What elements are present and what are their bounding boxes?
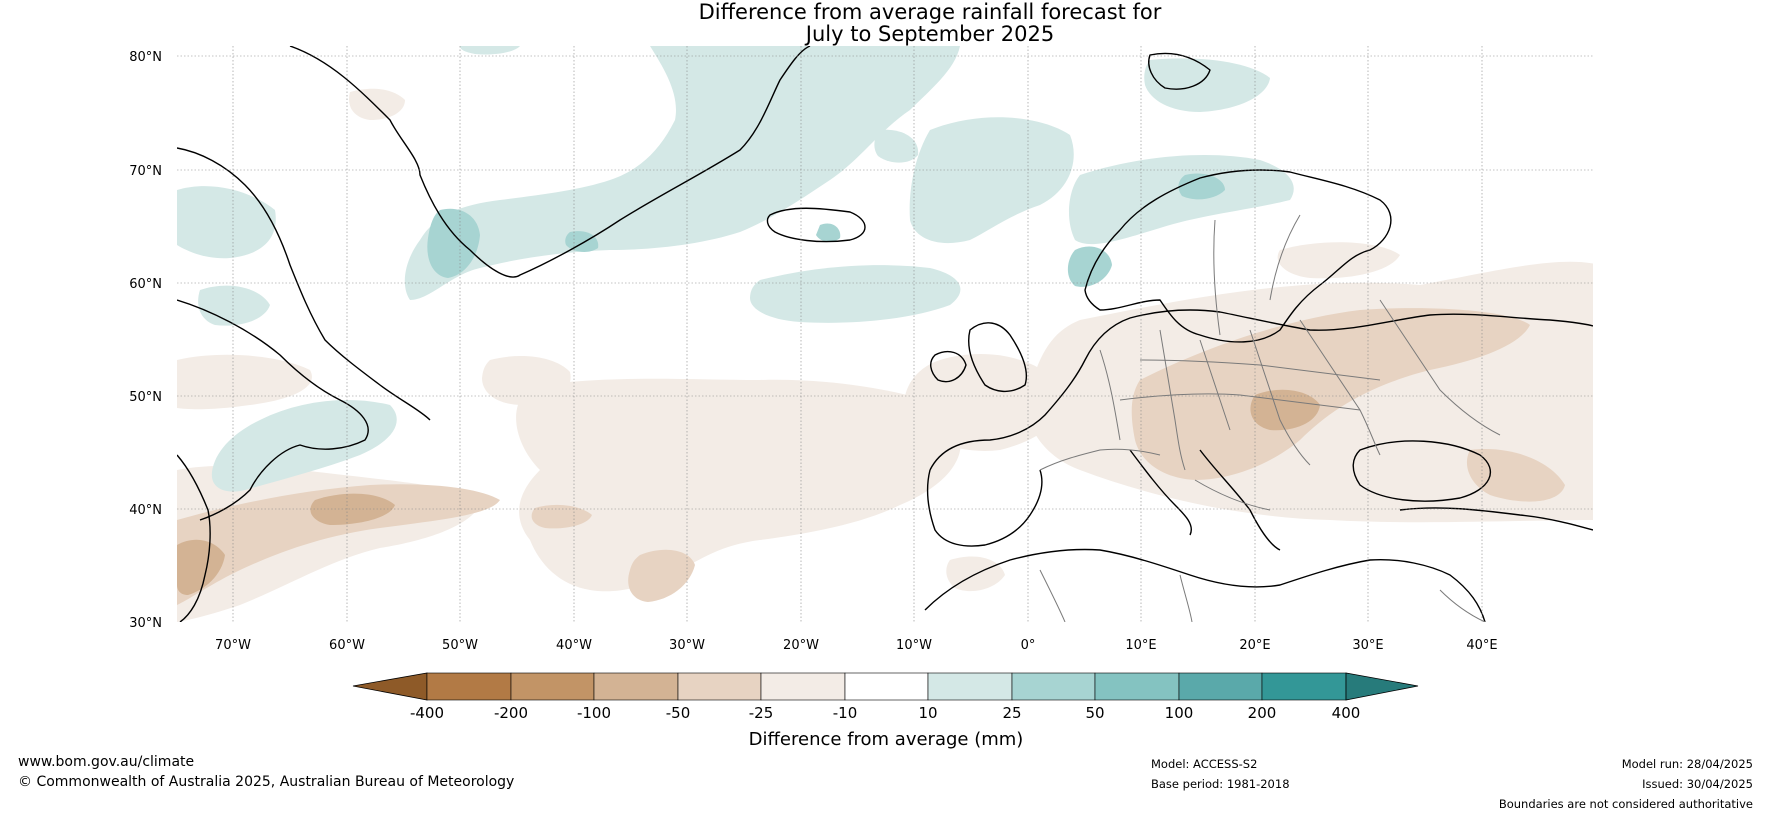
ireland-coast [930,350,967,383]
colorbar-tick-label: 400 [1332,704,1361,722]
colorbar-segment [510,672,595,701]
colorbar-tick-label: 25 [1002,704,1021,722]
lon-label-60w: 60°W [329,638,365,653]
lon-label-10e: 10°E [1125,638,1156,653]
italy-coast [1129,449,1192,536]
lon-label-20e: 20°E [1239,638,1270,653]
colorbar-tick-label: -400 [410,704,444,722]
colorbar-extend-right [1345,672,1419,701]
map-title-line-2: July to September 2025 [805,22,1055,46]
colorbar-segment [1094,672,1180,701]
lon-label-0: 0° [1021,638,1036,653]
dry-anomaly-strong-region [177,389,1320,595]
colorbar-tick-label: 200 [1248,704,1277,722]
lat-label-70n: 70°N [129,164,162,179]
wet-anomaly-moderate-region [427,173,1225,287]
colorbar-tick-label: 100 [1165,704,1194,722]
colorbar-segment [760,672,846,701]
colorbar-segment [677,672,762,701]
footer-issued: Issued: 30/04/2025 [1642,777,1753,791]
lat-label-30n: 30°N [129,616,162,631]
lon-label-40w: 40°W [556,638,592,653]
north-africa-coast [924,548,1486,622]
longitude-labels: 70°W 60°W 50°W 40°W 30°W 20°W 10°W 0° 10… [215,638,1498,653]
lat-label-80n: 80°N [129,50,162,65]
colorbar-extend-left [352,672,428,701]
footer-website: www.bom.gov.au/climate [18,754,195,770]
lat-label-60n: 60°N [129,277,162,292]
footer-base-period: Base period: 1981-2018 [1151,777,1290,791]
colorbar-tick-label: -25 [749,704,774,722]
iberia-coast [926,469,1043,547]
colorbar-title: Difference from average (mm) [749,729,1024,750]
colorbar-segment [927,672,1013,701]
footer-disclaimer: Boundaries are not considered authoritat… [1498,797,1753,811]
greenland-coast [289,46,811,278]
graticule [177,46,1593,622]
colorbar-tick-label: 50 [1085,704,1104,722]
colorbar-tick-label: -50 [666,704,691,722]
lon-label-30e: 30°E [1352,638,1383,653]
colorbar-segment [426,672,512,701]
colorbar-tick-label: -10 [833,704,858,722]
black-sea-coast [1352,440,1492,502]
labrador-coast [177,299,369,521]
lon-label-40e: 40°E [1466,638,1497,653]
dry-anomaly-moderate-region [177,308,1565,605]
lon-label-30w: 30°W [669,638,705,653]
lon-label-10w: 10°W [896,638,932,653]
footer-copyright: © Commonwealth of Australia 2025, Austra… [18,774,515,790]
colorbar-segment [593,672,679,701]
colorbar-tick-label: 10 [918,704,937,722]
iceland-coast [766,207,866,243]
turkey-coast [1399,507,1593,531]
baffin-coast [177,147,431,421]
us-east-coast [177,454,211,622]
lon-label-50w: 50°W [442,638,478,653]
scandinavia-coast [1084,169,1392,343]
lat-label-50n: 50°N [129,390,162,405]
colorbar-segment [1011,672,1096,701]
colorbar-segment [1178,672,1263,701]
balkans-coast [1199,449,1281,551]
colorbar-tick-label: -100 [577,704,611,722]
great-britain-coast [968,322,1027,393]
map-plot-area [177,46,1593,622]
colorbar-segment [1261,672,1347,701]
lon-label-20w: 20°W [783,638,819,653]
footer-model-run: Model run: 28/04/2025 [1621,757,1753,771]
colorbar-segment [844,672,929,701]
colorbar-tick-label: -200 [494,704,528,722]
lat-label-40n: 40°N [129,503,162,518]
wet-anomaly-light-region [177,46,1294,492]
footer-model: Model: ACCESS-S2 [1151,757,1258,771]
latitude-labels: 80°N 70°N 60°N 50°N 40°N 30°N [129,50,162,631]
europe-coast [929,309,1593,471]
lon-label-70w: 70°W [215,638,251,653]
coastlines [177,46,1593,622]
colorbar: -400 -200 -100 -50 -25 -10 10 25 50 100 … [352,672,1419,750]
country-borders [1039,214,1501,622]
map-title-line-1: Difference from average rainfall forecas… [698,0,1162,24]
svalbard-coast [1148,52,1211,90]
